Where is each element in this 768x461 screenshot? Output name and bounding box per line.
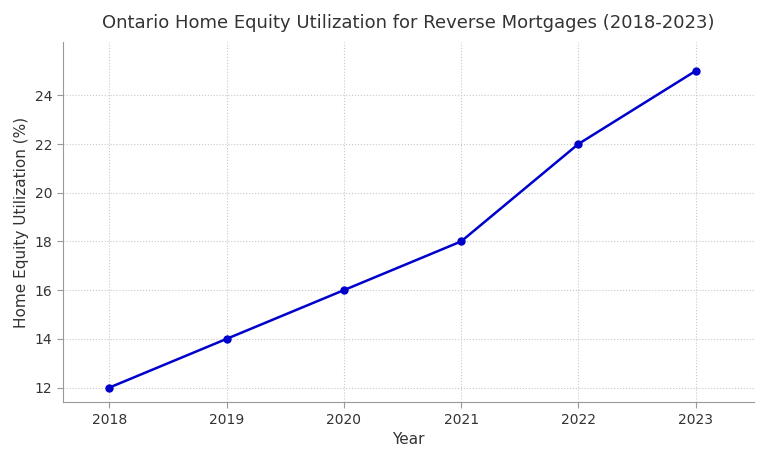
- Y-axis label: Home Equity Utilization (%): Home Equity Utilization (%): [14, 116, 29, 327]
- X-axis label: Year: Year: [392, 432, 425, 447]
- Title: Ontario Home Equity Utilization for Reverse Mortgages (2018-2023): Ontario Home Equity Utilization for Reve…: [102, 14, 714, 32]
